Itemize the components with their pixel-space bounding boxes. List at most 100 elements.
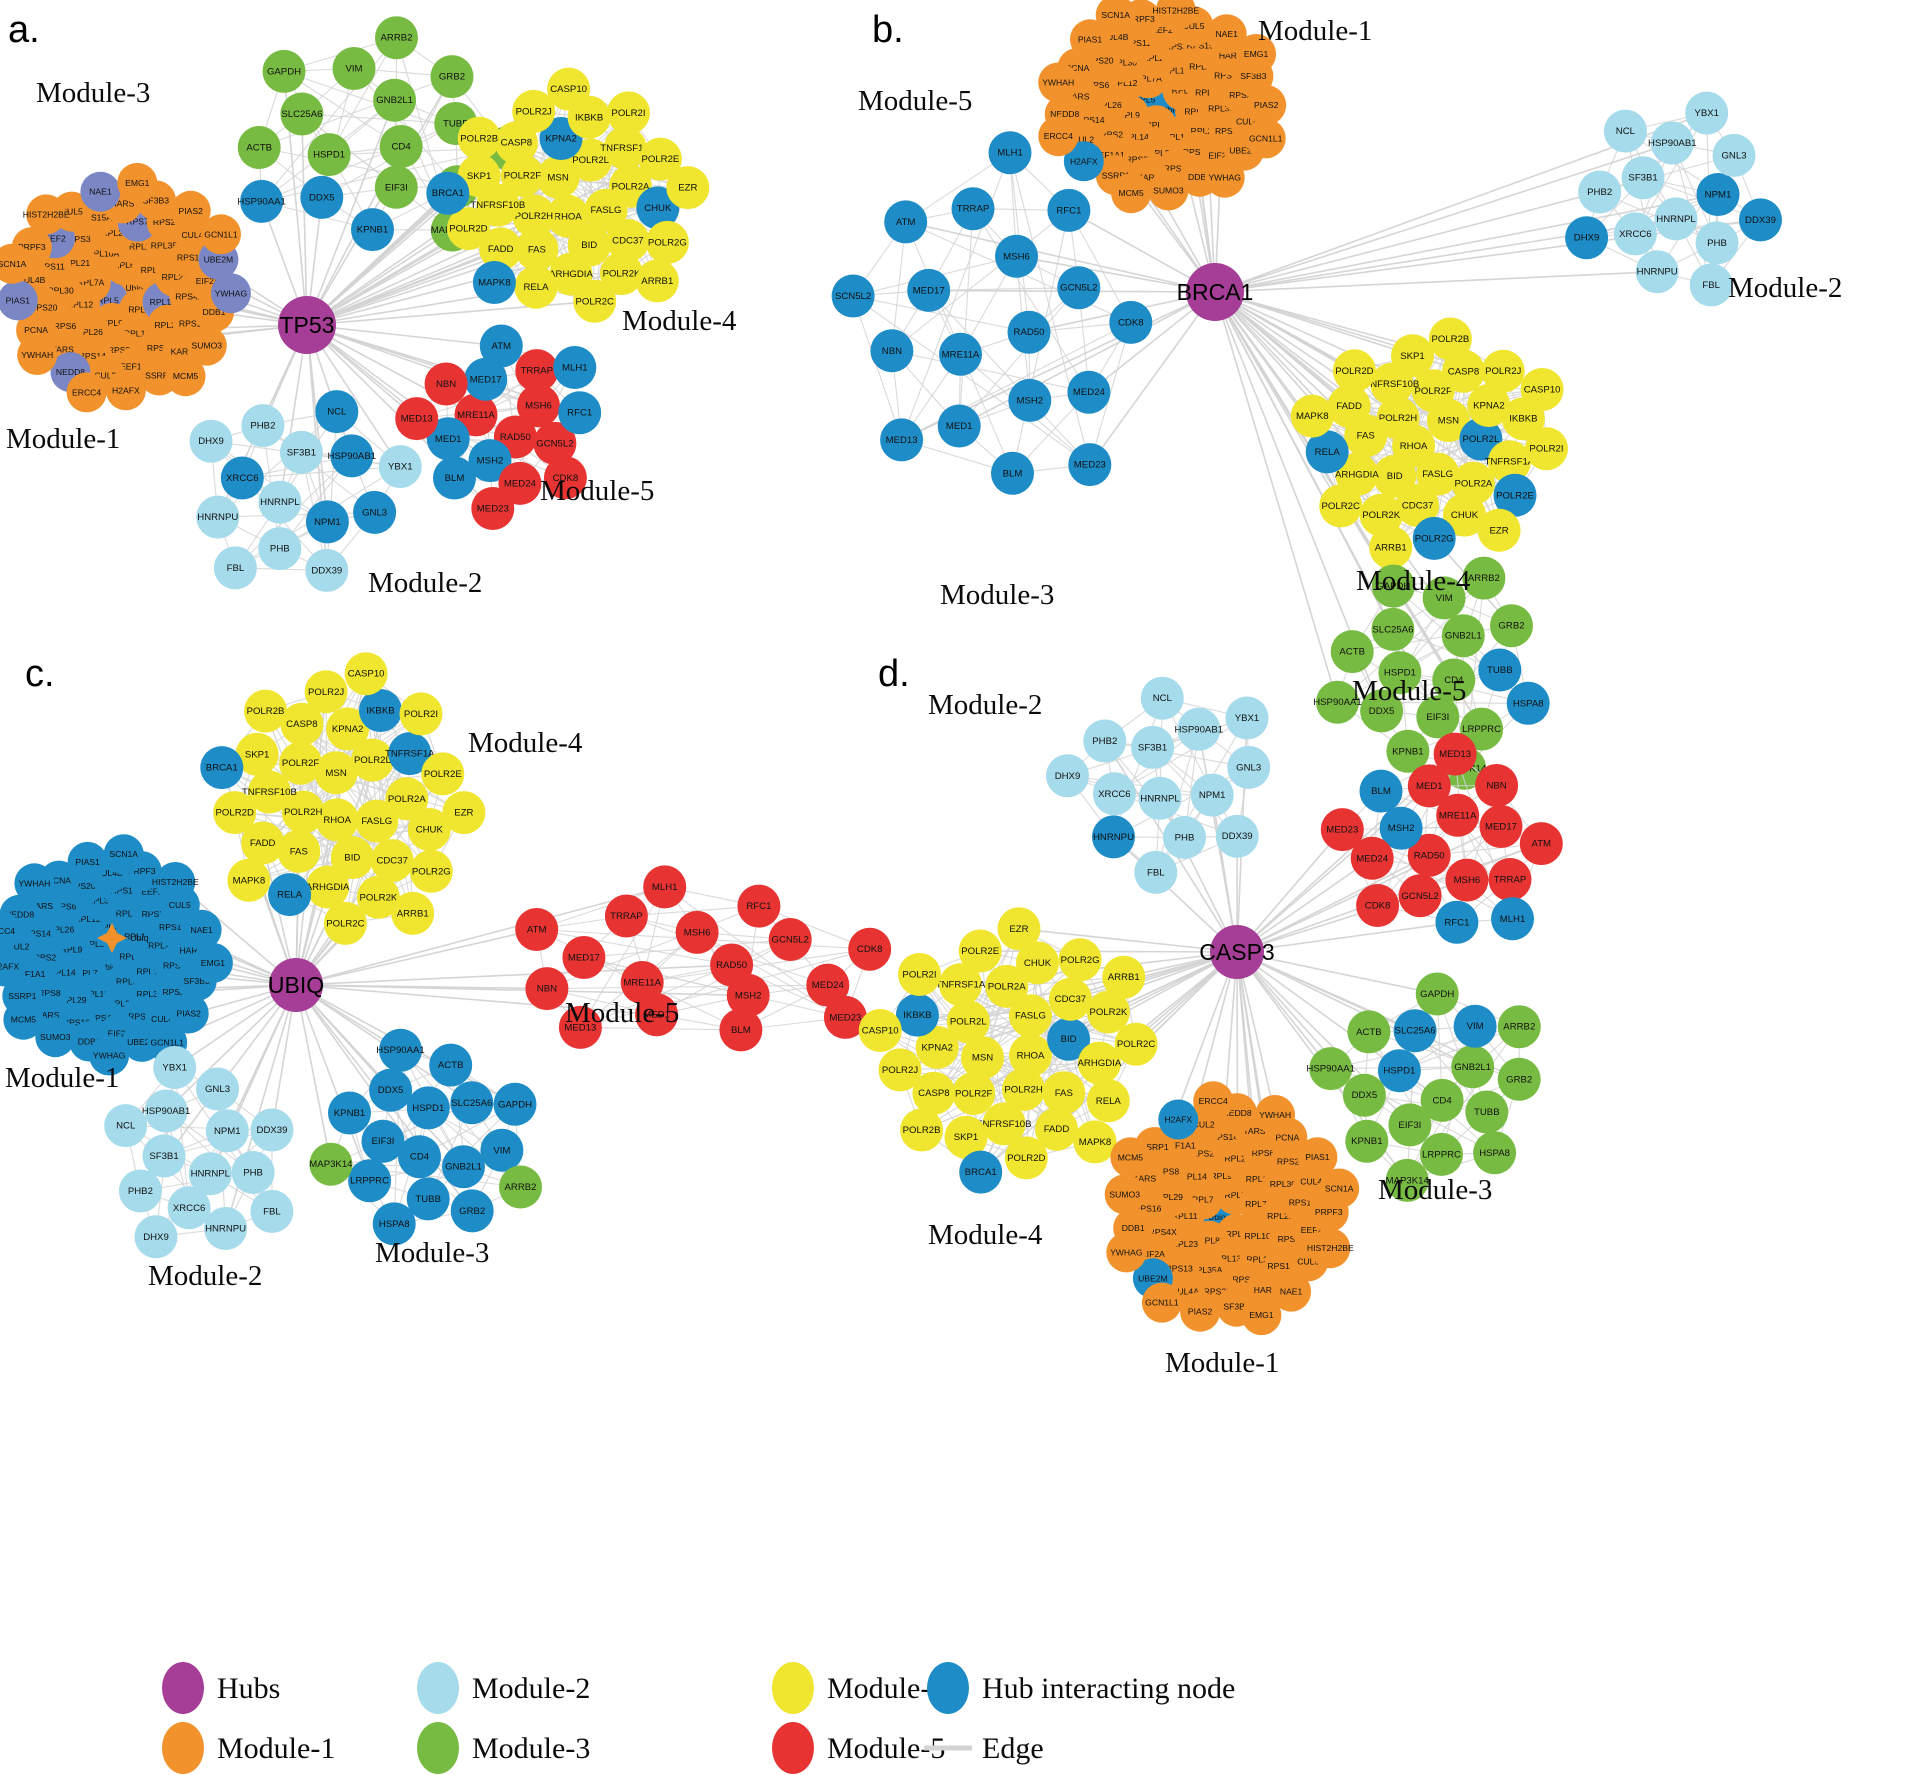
edge <box>642 948 870 984</box>
node-POLR2D <box>446 207 490 251</box>
node-label-SUMO3: SUMO3 <box>40 1032 71 1042</box>
node-label-NBN: NBN <box>882 346 902 357</box>
node-MED23 <box>1068 443 1112 487</box>
node-MED17 <box>464 357 508 401</box>
node-label-POLR2C: POLR2C <box>1117 1039 1155 1050</box>
node-label-RPS23: RPS23 <box>153 217 180 227</box>
legend-swatch-module-1 <box>162 1722 204 1774</box>
node-label-POLR2G: POLR2G <box>412 866 451 877</box>
edge <box>1634 112 1708 235</box>
node-CHUK <box>1443 493 1486 537</box>
node-label-RPL12: RPL12 <box>1246 1174 1272 1184</box>
node-label-GNB2L1: GNB2L1 <box>1445 631 1482 642</box>
edge <box>1067 775 1213 796</box>
node-NAE1 <box>1206 14 1247 55</box>
node-RAD50 <box>1007 310 1051 354</box>
node-label-EEF1A1: EEF1A1 <box>1164 1140 1196 1150</box>
node-label-POLR2G: POLR2G <box>648 237 687 248</box>
node-label-TNFRSF1A: TNFRSF1A <box>600 143 650 154</box>
node-label-CHUK: CHUK <box>416 825 444 836</box>
node-POLR2H <box>512 194 556 238</box>
node-label-RAD50: RAD50 <box>1014 327 1045 338</box>
node-RFC1 <box>558 391 602 435</box>
node-label-SSRP1: SSRP1 <box>8 991 36 1001</box>
node-label-HSPA8: HSPA8 <box>1479 1148 1510 1159</box>
node-POLR2E <box>1493 473 1537 517</box>
node-HNRNPU <box>204 1207 248 1250</box>
node-label-MRE11A: MRE11A <box>1439 810 1477 821</box>
node-label-YBX1: YBX1 <box>162 1063 187 1074</box>
node-label-GNL3: GNL3 <box>205 1084 230 1095</box>
module-label-module-5-c: Module-5 <box>565 997 679 1029</box>
node-CASP8 <box>280 702 324 746</box>
node-label-POLR2H: POLR2H <box>1379 413 1417 424</box>
node-POLR2C <box>1114 1022 1158 1066</box>
node-XRCC6 <box>167 1186 211 1230</box>
module-label-module-4-a: Module-4 <box>622 305 737 337</box>
node-label-RELA: RELA <box>277 890 303 901</box>
node-DHX9 <box>1565 216 1609 260</box>
node-label-RPL7: RPL7 <box>76 968 98 978</box>
node-FBL <box>1689 263 1733 307</box>
node-label-MED23: MED23 <box>1074 460 1106 471</box>
node-H2AFX <box>0 946 26 987</box>
node-MAPK8 <box>1073 1120 1117 1164</box>
node-label-NPM1: NPM1 <box>1199 790 1226 801</box>
node-CDC37 <box>1048 977 1092 1021</box>
legend-label-edge: Edge <box>982 1732 1044 1765</box>
node-ERCC4 <box>66 372 107 413</box>
node-label-POLR2J: POLR2J <box>882 1065 918 1076</box>
node-label-POLR2A: POLR2A <box>988 981 1026 992</box>
node-HSPD1 <box>1377 1049 1421 1093</box>
hub-edge <box>295 984 547 990</box>
node-label-KPNA2: KPNA2 <box>921 1042 952 1053</box>
node-TNFRSF10B <box>982 1102 1026 1146</box>
node-POLR2B <box>244 689 287 733</box>
node-label-FBL: FBL <box>1702 280 1720 291</box>
node-label-CDK8: CDK8 <box>553 473 579 484</box>
node-label-MCM5: MCM5 <box>1118 188 1144 198</box>
node-GCN5L2 <box>1057 266 1101 310</box>
node-label-MSH2: MSH2 <box>735 990 762 1001</box>
node-label-NCL: NCL <box>1153 693 1173 704</box>
node-label-PIAS1: PIAS1 <box>6 295 31 305</box>
panel-d: HNRNPL SF3B1 NPM1 XRCC6 HSP90AB1 PHB PHB2 GNL3 H… <box>858 653 1563 1379</box>
node-label-PHB: PHB <box>270 544 290 555</box>
node-YWHAG <box>89 1035 130 1076</box>
node-label-HNRNPU: HNRNPU <box>1093 832 1134 843</box>
node-label-SUMO3: SUMO3 <box>1153 186 1184 196</box>
node-label-HIST2H2BE: HIST2H2BE <box>23 209 70 219</box>
node-label-RPS13: RPS13 <box>1166 1263 1193 1273</box>
node-label-CUL5: CUL5 <box>61 207 83 217</box>
node-label-FASLG: FASLG <box>591 205 622 216</box>
node-TUBB <box>1465 1090 1509 1134</box>
node-RHOA <box>1009 1033 1052 1077</box>
node-label-KARS: KARS <box>1137 172 1161 182</box>
node-DHX9 <box>134 1215 178 1259</box>
node-DHX9 <box>189 419 233 463</box>
node-HNRNPL <box>1138 776 1182 820</box>
node-label-RPS16: RPS16 <box>1134 1204 1161 1214</box>
module-label-module-2-d: Module-2 <box>928 689 1042 721</box>
edge <box>1351 651 1482 730</box>
hub-edge <box>306 76 453 326</box>
node-DDX5 <box>1342 1073 1386 1117</box>
node-label-RPL13: RPL13 <box>1215 1254 1241 1264</box>
node-label-DHX9: DHX9 <box>1574 233 1600 244</box>
node-label-PCNA: PCNA <box>47 876 71 886</box>
node-PIAS2 <box>170 190 211 231</box>
node-label-RPL29: RPL29 <box>60 995 86 1005</box>
node-label-RPS16: RPS16 <box>179 318 206 328</box>
node-label-RPL12: RPL12 <box>74 914 100 924</box>
node-POLR2D <box>213 791 257 835</box>
node-label-BID: BID <box>1061 1034 1077 1045</box>
node-label-GNB2L1: GNB2L1 <box>445 1162 482 1173</box>
node-POLR2J <box>878 1048 922 1092</box>
node-BID <box>1047 1017 1091 1061</box>
node-label-TNFRSF1A: TNFRSF1A <box>385 749 435 760</box>
node-label-POLR2A: POLR2A <box>612 181 650 192</box>
node-label-CASP8: CASP8 <box>1448 366 1479 377</box>
node-label-Ubiq: Ubiq <box>1162 105 1180 115</box>
edge <box>891 209 1070 352</box>
node-SUMO3 <box>186 325 227 366</box>
